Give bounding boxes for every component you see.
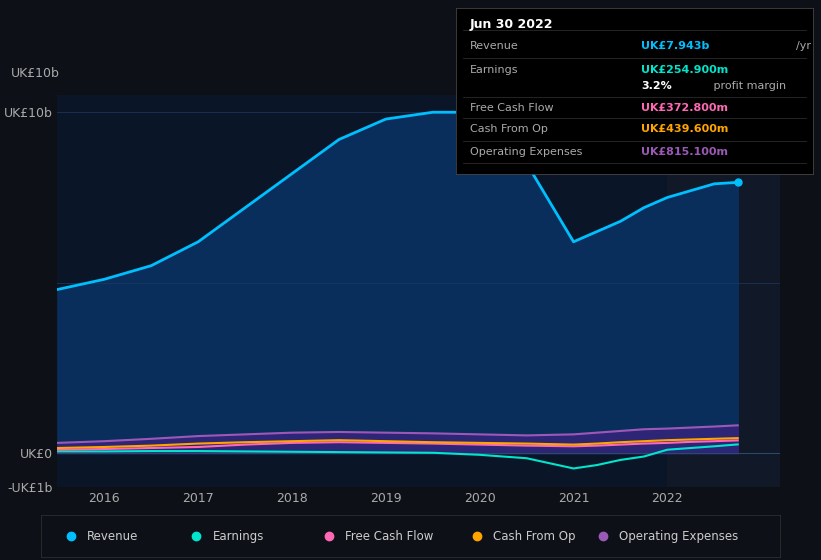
Text: Earnings: Earnings (470, 64, 518, 74)
Text: Revenue: Revenue (87, 530, 138, 543)
Text: UK£10b: UK£10b (11, 67, 59, 80)
Text: /yr: /yr (796, 41, 810, 52)
Text: UK£372.800m: UK£372.800m (641, 102, 728, 113)
Text: Jun 30 2022: Jun 30 2022 (470, 18, 553, 31)
Text: 3.2%: 3.2% (641, 81, 672, 91)
Text: profit margin: profit margin (710, 81, 786, 91)
Text: Cash From Op: Cash From Op (470, 124, 548, 134)
Text: Free Cash Flow: Free Cash Flow (470, 102, 553, 113)
Text: Free Cash Flow: Free Cash Flow (346, 530, 433, 543)
Text: Cash From Op: Cash From Op (493, 530, 576, 543)
Text: Earnings: Earnings (213, 530, 264, 543)
Text: Operating Expenses: Operating Expenses (470, 147, 582, 157)
Text: UK£7.943b: UK£7.943b (641, 41, 709, 52)
Text: UK£815.100m: UK£815.100m (641, 147, 728, 157)
Bar (667, 95, 780, 487)
Text: UK£439.600m: UK£439.600m (641, 124, 729, 134)
Text: Operating Expenses: Operating Expenses (619, 530, 738, 543)
Text: Revenue: Revenue (470, 41, 519, 52)
Text: UK£254.900m: UK£254.900m (641, 64, 728, 74)
